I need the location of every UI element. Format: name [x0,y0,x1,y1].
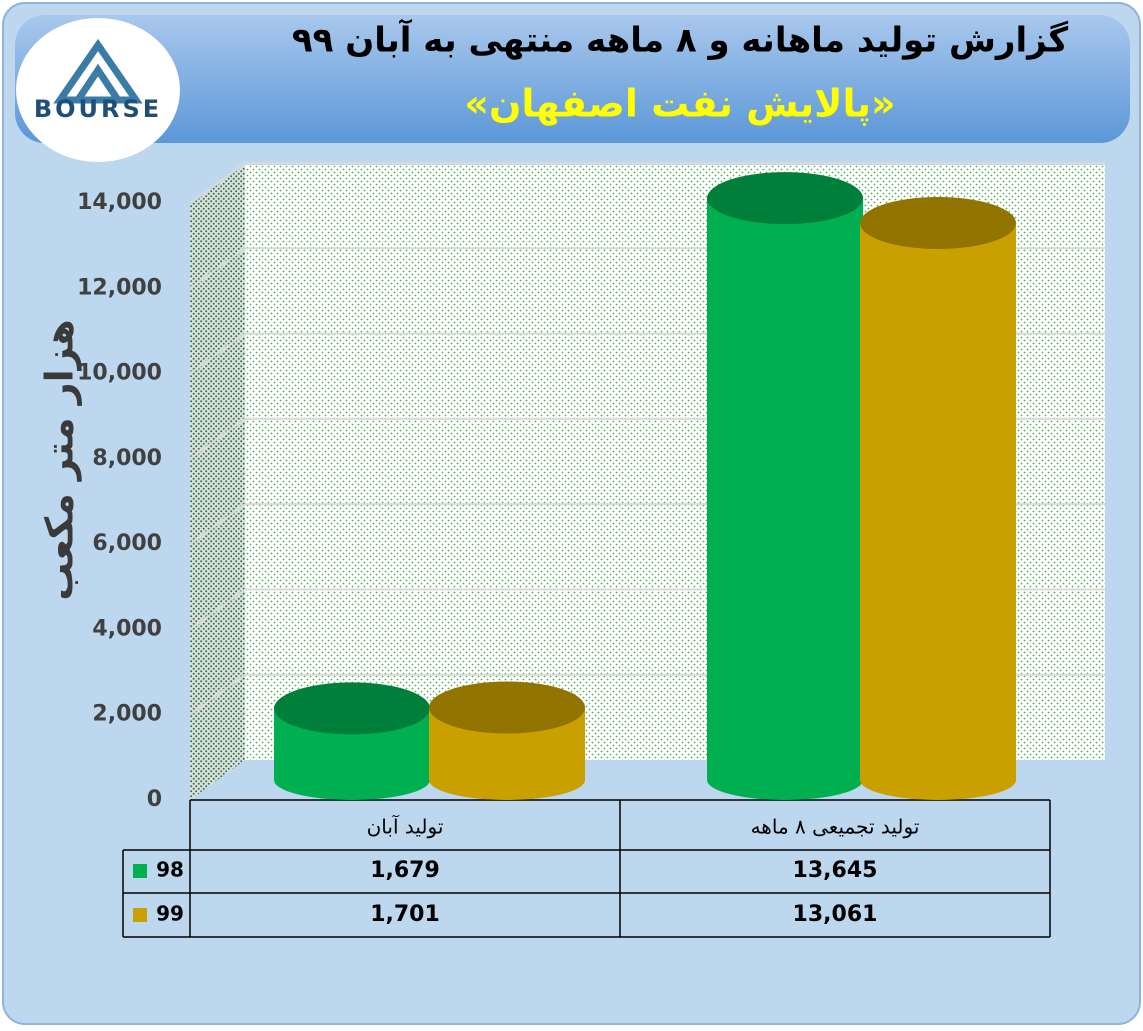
table-lines [122,799,1051,938]
table-value: 13,645 [793,858,878,883]
chart-subtitle: «پالایش نفت اصفهان» [464,82,895,126]
y-tick-label: 12,000 [77,275,162,300]
grid-line-side [189,247,246,290]
bar-top [860,197,1016,250]
y-axis-label: هزار متر مکعب [38,319,82,600]
grid-line-side [189,418,246,460]
legend-key [133,908,147,922]
grid-line-side [189,162,246,204]
y-tick-label: 4,000 [92,616,162,641]
bar-top [707,172,863,225]
table-value: 1,701 [370,902,440,927]
y-tick-label: 2,000 [92,702,162,727]
y-tick-label: 14,000 [77,190,162,215]
logo-text: BOURSE [34,95,162,123]
bar-top [429,681,585,734]
legend-label: 99 [156,902,184,926]
bar [274,708,430,800]
y-tick-label: 10,000 [77,361,162,386]
grid-line-side [189,332,246,375]
title-box [15,15,1130,143]
y-tick-label: 8,000 [92,446,162,471]
legend-label: 98 [156,858,184,882]
grid-line-side [189,588,246,631]
grid-line-side [189,503,246,545]
side-wall [190,165,245,800]
bar [860,223,1016,801]
legend-key [133,864,147,878]
y-tick-label: 0 [147,787,162,812]
chart-title: گزارش تولید ماهانه و ۸ ماهه منتهی به آبا… [292,19,1068,61]
bar [707,198,863,801]
bar [429,707,585,800]
y-tick-label: 6,000 [92,531,162,556]
grid-line-side [189,673,246,716]
x-tick-label: تولید تجمیعی ۸ ماهه [751,815,920,839]
bar-top [274,682,430,735]
x-tick-label: تولید آبان [367,814,444,839]
logo-bg [16,18,180,162]
table-value: 13,061 [793,902,878,927]
logo-icon [53,38,143,104]
table-value: 1,679 [370,858,440,883]
